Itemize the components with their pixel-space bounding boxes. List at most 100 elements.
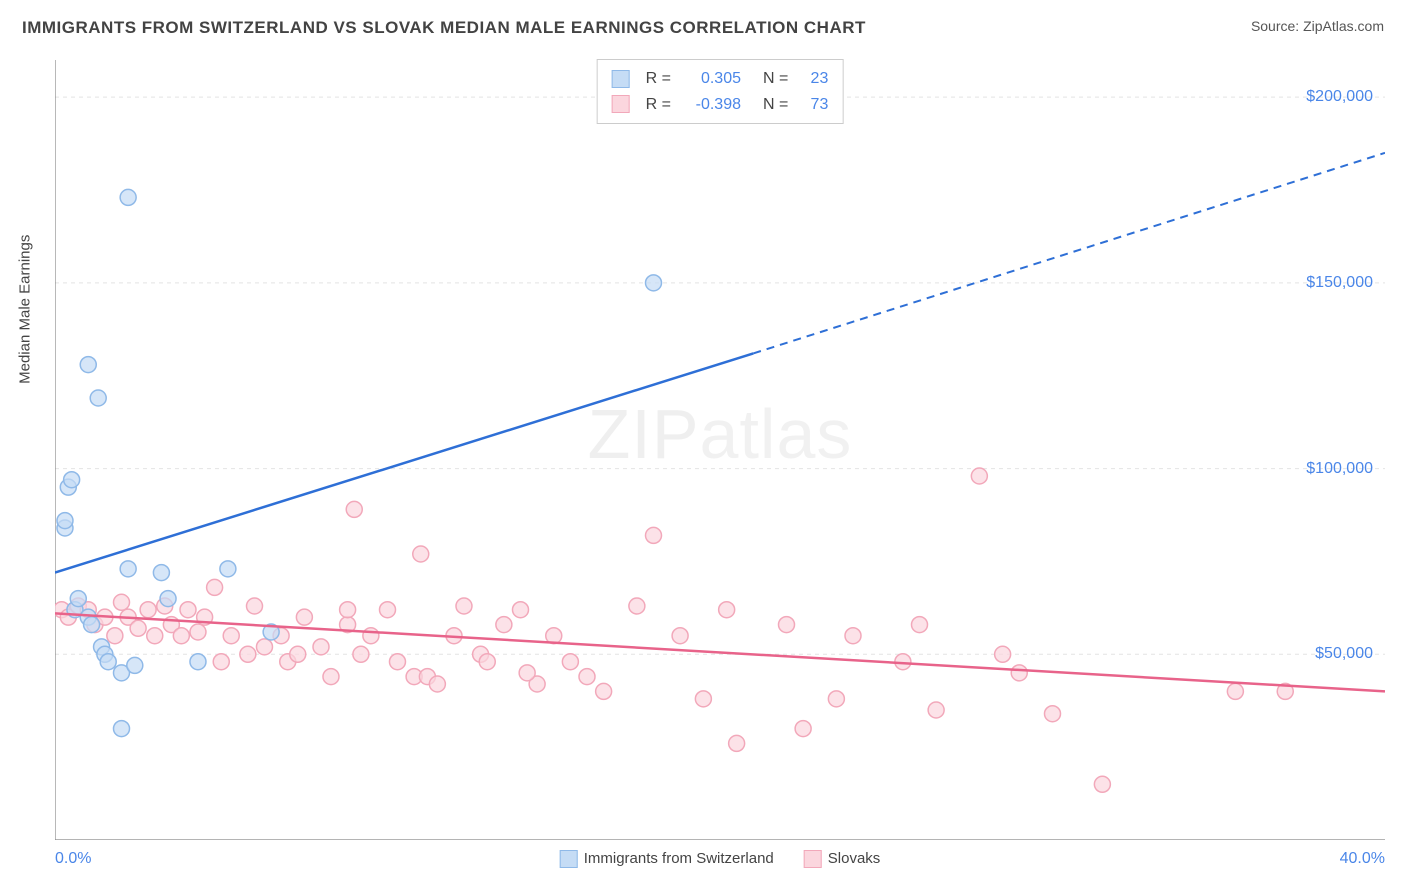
stats-n-value: 73 [798, 92, 828, 118]
legend-label: Slovaks [828, 850, 881, 867]
trend-line-extrapolated [753, 153, 1385, 354]
data-point [80, 357, 96, 373]
chart-header: IMMIGRANTS FROM SWITZERLAND VS SLOVAK ME… [0, 0, 1406, 48]
data-point [190, 654, 206, 670]
data-point [646, 275, 662, 291]
stats-swatch [612, 70, 630, 88]
stats-row: R = 0.305 N = 23 [612, 66, 829, 92]
data-point [84, 617, 100, 633]
stats-row: R = -0.398 N = 73 [612, 92, 829, 118]
data-point [240, 646, 256, 662]
stats-r-value: 0.305 [681, 66, 741, 92]
correlation-stats-box: R = 0.305 N = 23 R = -0.398 N = 73 [597, 59, 844, 124]
data-point [413, 546, 429, 562]
data-point [995, 646, 1011, 662]
data-point [353, 646, 369, 662]
stats-r-label: R = [646, 66, 671, 92]
data-point [153, 565, 169, 581]
source-credit: Source: ZipAtlas.com [1251, 18, 1384, 34]
source-name: ZipAtlas.com [1303, 18, 1384, 34]
data-point [496, 617, 512, 633]
data-point [629, 598, 645, 614]
data-point [100, 654, 116, 670]
data-point [290, 646, 306, 662]
data-point [380, 602, 396, 618]
data-point [672, 628, 688, 644]
scatter-plot [55, 60, 1385, 840]
chart-area: Median Male Earnings ZIPatlas R =0.305N … [55, 60, 1385, 840]
data-point [519, 665, 535, 681]
data-point [213, 654, 229, 670]
data-point [313, 639, 329, 655]
data-point [173, 628, 189, 644]
data-point [795, 721, 811, 737]
data-point [223, 628, 239, 644]
data-point [160, 591, 176, 607]
y-tick-label: $100,000 [1306, 460, 1373, 478]
data-point [1011, 665, 1027, 681]
data-point [70, 591, 86, 607]
y-tick-label: $50,000 [1315, 645, 1373, 663]
stats-n-value: 23 [798, 66, 828, 92]
data-point [1045, 706, 1061, 722]
data-point [1094, 776, 1110, 792]
data-point [912, 617, 928, 633]
data-point [695, 691, 711, 707]
legend-item: Immigrants from Switzerland [560, 850, 774, 868]
data-point [107, 628, 123, 644]
x-tick-label: 0.0% [55, 850, 91, 868]
data-point [346, 501, 362, 517]
data-point [729, 735, 745, 751]
data-point [114, 594, 130, 610]
data-point [646, 527, 662, 543]
data-point [456, 598, 472, 614]
chart-title: IMMIGRANTS FROM SWITZERLAND VS SLOVAK ME… [22, 18, 866, 38]
data-point [779, 617, 795, 633]
data-point [64, 472, 80, 488]
y-axis-label: Median Male Earnings [17, 235, 34, 384]
data-point [247, 598, 263, 614]
data-point [90, 390, 106, 406]
data-point [479, 654, 495, 670]
legend: Immigrants from Switzerland Slovaks [560, 850, 881, 868]
legend-swatch [804, 850, 822, 868]
legend-swatch [560, 850, 578, 868]
stats-r-label: R = [646, 92, 671, 118]
data-point [127, 657, 143, 673]
data-point [220, 561, 236, 577]
data-point [256, 639, 272, 655]
legend-item: Slovaks [804, 850, 881, 868]
data-point [928, 702, 944, 718]
data-point [363, 628, 379, 644]
data-point [120, 189, 136, 205]
source-prefix: Source: [1251, 18, 1303, 34]
data-point [562, 654, 578, 670]
data-point [57, 513, 73, 529]
data-point [719, 602, 735, 618]
data-point [120, 561, 136, 577]
data-point [147, 628, 163, 644]
legend-label: Immigrants from Switzerland [584, 850, 774, 867]
stats-n-label: N = [763, 92, 788, 118]
data-point [114, 721, 130, 737]
data-point [389, 654, 405, 670]
stats-swatch [612, 95, 630, 113]
data-point [190, 624, 206, 640]
data-point [1227, 683, 1243, 699]
data-point [513, 602, 529, 618]
data-point [207, 579, 223, 595]
stats-n-label: N = [763, 66, 788, 92]
data-point [130, 620, 146, 636]
data-point [596, 683, 612, 699]
data-point [180, 602, 196, 618]
data-point [579, 669, 595, 685]
data-point [828, 691, 844, 707]
data-point [429, 676, 445, 692]
data-point [971, 468, 987, 484]
y-tick-label: $200,000 [1306, 88, 1373, 106]
x-tick-label: 40.0% [1340, 850, 1385, 868]
data-point [340, 602, 356, 618]
data-point [323, 669, 339, 685]
stats-r-value: -0.398 [681, 92, 741, 118]
y-tick-label: $150,000 [1306, 274, 1373, 292]
